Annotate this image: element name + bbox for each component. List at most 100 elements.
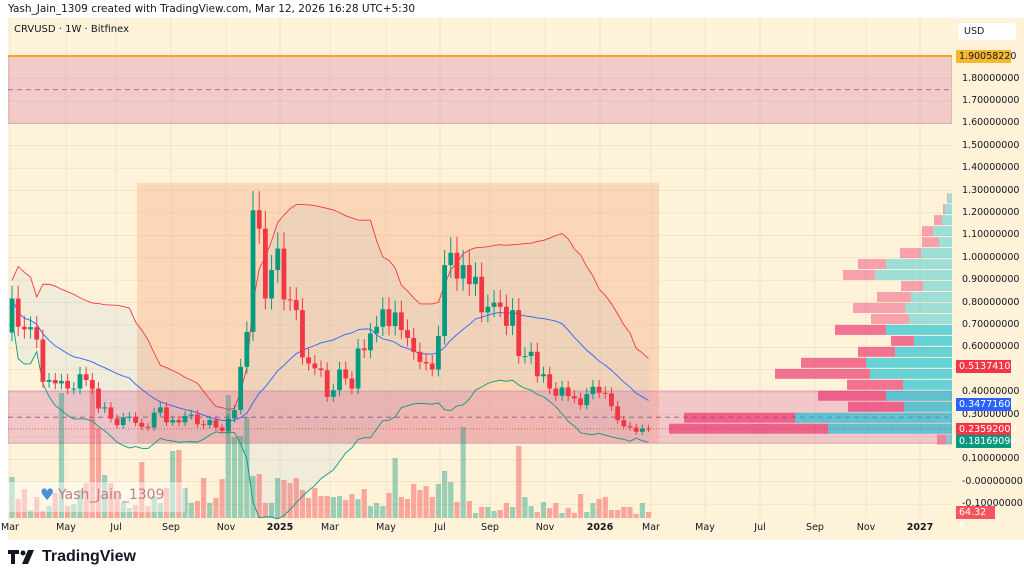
volume-bar bbox=[485, 506, 491, 518]
candle-body bbox=[188, 414, 194, 416]
candle-body bbox=[83, 374, 89, 381]
volume-bar bbox=[615, 509, 621, 518]
candle-body bbox=[102, 407, 108, 409]
price-axis-label: 0.30000000 bbox=[962, 408, 1020, 420]
candle-body bbox=[157, 407, 163, 413]
volume-bar bbox=[250, 476, 256, 518]
candle-body bbox=[213, 420, 219, 428]
time-axis-label: Nov bbox=[216, 522, 236, 533]
volume-bar bbox=[627, 506, 633, 518]
time-axis-label: Nov bbox=[535, 522, 555, 533]
candle-body bbox=[436, 335, 441, 370]
volume-bar bbox=[77, 489, 83, 518]
volume-profile-down bbox=[922, 226, 933, 237]
candle-body bbox=[120, 417, 126, 426]
candle-body bbox=[52, 380, 58, 384]
candle-body bbox=[534, 351, 540, 377]
volume-bar bbox=[479, 506, 485, 518]
volume-profile-up bbox=[942, 215, 952, 226]
time-axis-label: 2027 bbox=[906, 522, 934, 533]
candle-body bbox=[145, 426, 151, 428]
volume-bar bbox=[423, 486, 429, 518]
candle-body bbox=[195, 414, 200, 425]
volume-badge: 64.32 K bbox=[956, 506, 995, 531]
volume-bar bbox=[559, 512, 565, 518]
candle-body bbox=[423, 361, 429, 364]
price-axis-label: 1.20000000 bbox=[962, 206, 1020, 218]
candle-body bbox=[627, 426, 633, 428]
volume-bar bbox=[108, 482, 114, 518]
volume-bar bbox=[330, 496, 336, 518]
candle-body bbox=[473, 276, 478, 285]
candle-body bbox=[510, 310, 515, 326]
volume-profile-down bbox=[684, 412, 795, 423]
volume-bar bbox=[528, 506, 534, 518]
candle-body bbox=[9, 298, 15, 333]
volume-bar bbox=[83, 482, 89, 518]
volume-profile-down bbox=[891, 335, 914, 346]
candle-body bbox=[504, 306, 509, 326]
candle-body bbox=[114, 418, 120, 426]
volume-bar bbox=[281, 479, 287, 518]
volume-bar bbox=[590, 502, 596, 518]
volume-bar bbox=[120, 502, 126, 518]
time-axis-label: Sep bbox=[481, 522, 499, 533]
candle-body bbox=[287, 299, 293, 301]
volume-bar bbox=[324, 496, 330, 518]
volume-profile-down bbox=[900, 248, 921, 259]
candle-body bbox=[442, 265, 447, 336]
volume-bar bbox=[52, 492, 58, 518]
volume-bar bbox=[256, 473, 262, 518]
candle-body bbox=[71, 388, 77, 390]
price-axis-label: 0.40000000 bbox=[962, 386, 1020, 398]
candle-body bbox=[21, 326, 27, 330]
candle-body bbox=[40, 339, 46, 382]
volume-profile-down bbox=[848, 401, 904, 412]
chart-panel[interactable] bbox=[8, 18, 1024, 540]
volume-profile-up bbox=[909, 313, 952, 324]
candle-body bbox=[306, 357, 312, 364]
candle-body bbox=[238, 366, 244, 411]
volume-bar bbox=[645, 511, 652, 518]
volume-bar bbox=[547, 508, 553, 518]
candle-body bbox=[621, 420, 627, 427]
candle-body bbox=[337, 369, 342, 391]
volume-bar bbox=[207, 502, 213, 518]
candle-body bbox=[300, 310, 305, 358]
volume-bar bbox=[448, 482, 454, 518]
tradingview-logo-icon bbox=[8, 550, 34, 564]
volume-bar bbox=[27, 509, 34, 518]
volume-bar bbox=[200, 478, 207, 518]
candle-body bbox=[361, 348, 367, 351]
bb-lower-line bbox=[11, 316, 649, 520]
time-axis-label: Sep bbox=[162, 522, 180, 533]
candle-body bbox=[429, 363, 435, 370]
volume-profile-up bbox=[870, 368, 952, 379]
volume-profile-up bbox=[939, 237, 952, 248]
tradingview-logo[interactable]: TradingView bbox=[8, 548, 136, 566]
price-axis-label: -0.00000000 bbox=[962, 475, 1023, 487]
volume-bar bbox=[46, 506, 52, 518]
candle-body bbox=[646, 428, 651, 430]
volume-bar bbox=[65, 506, 71, 518]
candle-body bbox=[571, 396, 577, 399]
volume-bar bbox=[442, 470, 448, 518]
volume-profile-down bbox=[937, 434, 946, 445]
symbol-info[interactable]: CRVUSD · 1W · Bitfinex bbox=[14, 24, 130, 35]
volume-bar bbox=[522, 496, 528, 518]
volume-bar bbox=[565, 508, 571, 518]
volume-bar bbox=[404, 499, 411, 518]
currency-selector[interactable]: USD bbox=[958, 23, 1016, 40]
volume-bar bbox=[71, 503, 77, 518]
volume-bar bbox=[157, 502, 163, 518]
candle-body bbox=[232, 410, 237, 419]
time-axis-label: Mar bbox=[1, 522, 19, 533]
candle-body bbox=[324, 370, 330, 397]
volume-profile-up bbox=[866, 357, 952, 368]
volume-bar bbox=[608, 509, 615, 518]
volume-bar bbox=[633, 513, 639, 518]
candle-body bbox=[262, 228, 268, 299]
candle-body bbox=[59, 380, 64, 384]
chart-plot-area bbox=[8, 18, 952, 520]
